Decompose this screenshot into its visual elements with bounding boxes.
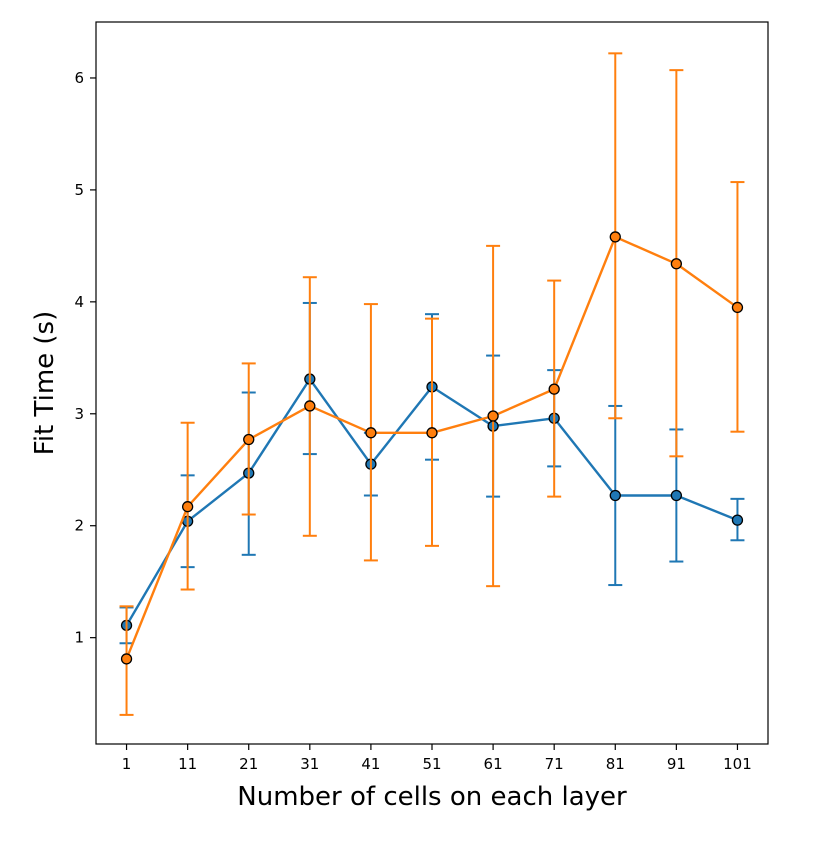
x-tick-label: 51 <box>422 755 441 773</box>
data-point <box>731 514 744 526</box>
series-orange <box>119 52 745 716</box>
y-axis-ticks: 1 2 3 4 5 6 <box>74 69 96 647</box>
data-point <box>120 653 133 665</box>
x-tick-label: 31 <box>300 755 319 773</box>
x-tick-label: 81 <box>606 755 625 773</box>
y-axis-label: Fit Time (s) <box>30 311 60 455</box>
y-tick-label: 3 <box>74 405 84 423</box>
x-tick-label: 91 <box>667 755 686 773</box>
data-point <box>670 489 683 502</box>
data-point <box>181 501 194 513</box>
data-point <box>731 301 744 314</box>
x-tick-label: 101 <box>723 755 752 773</box>
y-tick-label: 2 <box>74 517 84 535</box>
x-axis-label: Number of cells on each layer <box>237 782 627 812</box>
data-point <box>609 231 621 243</box>
x-tick-label: 1 <box>122 755 132 773</box>
data-point <box>487 410 499 422</box>
series-layer <box>119 52 745 716</box>
y-tick-label: 1 <box>74 629 84 647</box>
x-tick-label: 61 <box>484 755 503 773</box>
data-point <box>609 489 621 502</box>
data-point <box>243 433 255 446</box>
y-tick-label: 4 <box>74 293 84 311</box>
data-point <box>304 400 316 412</box>
y-tick-label: 6 <box>74 69 84 87</box>
x-tick-label: 71 <box>545 755 564 773</box>
x-tick-label: 21 <box>239 755 258 773</box>
plot-frame <box>95 21 769 745</box>
x-tick-label: 41 <box>361 755 380 773</box>
data-point <box>548 383 560 395</box>
y-tick-label: 5 <box>74 181 84 199</box>
data-point <box>426 427 438 439</box>
x-axis-ticks: 1 11 21 31 41 51 61 71 81 91 101 <box>122 744 752 773</box>
x-tick-label: 11 <box>178 755 197 773</box>
data-point <box>670 258 683 270</box>
data-point <box>365 427 377 439</box>
